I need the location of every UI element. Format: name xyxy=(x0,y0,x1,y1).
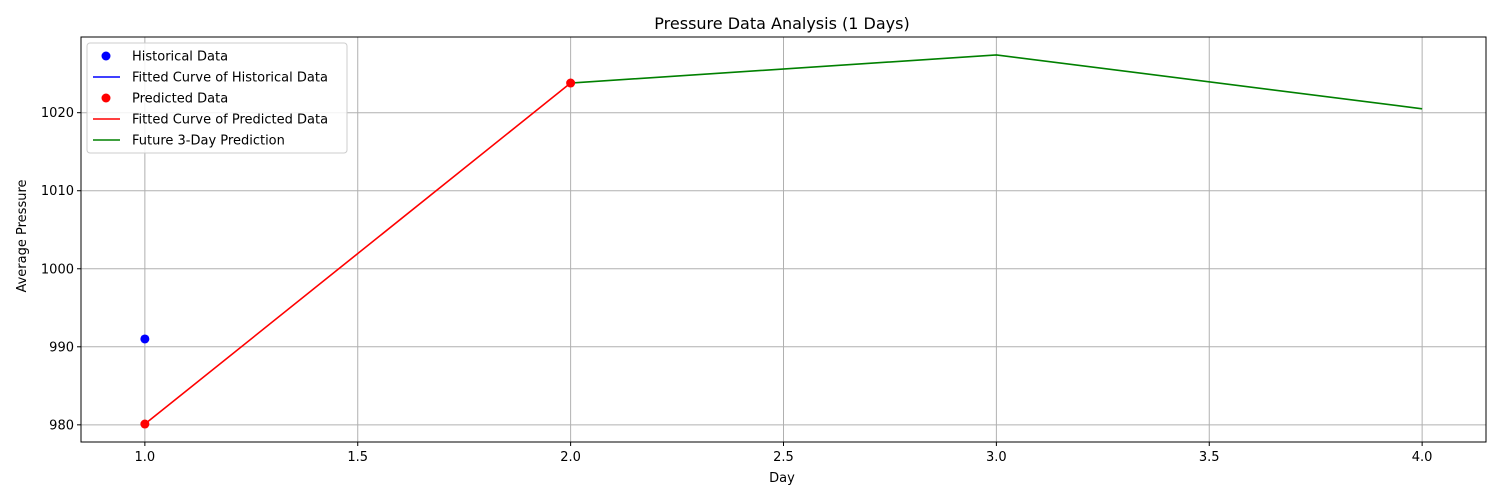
data-point xyxy=(566,78,576,88)
series-line xyxy=(570,54,1423,110)
y-tick-label: 1010 xyxy=(41,184,74,199)
y-tick-label: 980 xyxy=(49,418,74,433)
chart-title: Pressure Data Analysis (1 Days) xyxy=(654,14,909,33)
y-tick-label: 990 xyxy=(49,340,74,355)
legend-label: Fitted Curve of Predicted Data xyxy=(132,113,328,128)
legend-marker xyxy=(101,93,111,103)
legend: Historical Data Fitted Curve of Historica… xyxy=(86,42,348,154)
y-tick-label: 1000 xyxy=(41,262,74,277)
data-point xyxy=(140,419,150,429)
x-tick-label: 2.5 xyxy=(773,450,794,465)
grid xyxy=(81,37,1486,442)
data-point xyxy=(140,334,150,344)
axes-frame xyxy=(80,36,1487,443)
x-tick-label: 4.0 xyxy=(1412,450,1433,465)
legend-label: Historical Data xyxy=(132,50,228,65)
legend-marker xyxy=(101,51,111,61)
y-axis-label: Average Pressure xyxy=(15,179,30,292)
series-line xyxy=(144,82,572,425)
x-tick-label: 3.5 xyxy=(1199,450,1220,465)
x-tick-label: 2.0 xyxy=(560,450,581,465)
x-tick-label: 1.5 xyxy=(347,450,368,465)
y-tick-label: 1020 xyxy=(41,106,74,121)
legend-label: Predicted Data xyxy=(132,92,228,107)
legend-frame xyxy=(86,42,348,154)
x-tick-label: 1.0 xyxy=(135,450,156,465)
x-axis-label: Day xyxy=(769,471,795,486)
axes: 1.0 1.5 2.0 2.5 3.0 3.5 4.0 980 990 1000 1010 1020 xyxy=(41,36,1487,465)
legend-label: Future 3-Day Prediction xyxy=(132,134,285,149)
plot-area xyxy=(140,54,1423,429)
x-tick-label: 3.0 xyxy=(986,450,1007,465)
legend-label: Fitted Curve of Historical Data xyxy=(132,71,328,86)
